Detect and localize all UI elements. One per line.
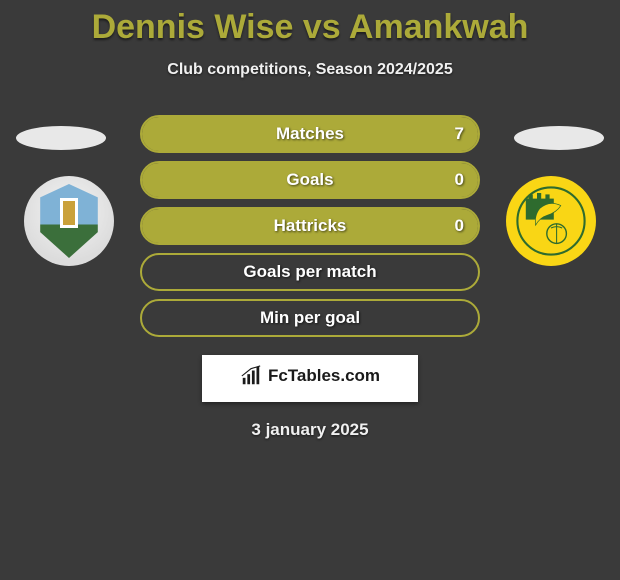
comparison-title: Dennis Wise vs Amankwah [0, 0, 620, 47]
player2-avatar-placeholder [514, 126, 604, 150]
player2-name: Amankwah [349, 8, 529, 46]
stat-label: Goals [286, 170, 333, 190]
club2-badge-svg [516, 186, 586, 256]
stat-value-right: 0 [455, 170, 464, 190]
player1-name: Dennis Wise [92, 8, 294, 46]
stat-label: Goals per match [243, 262, 376, 282]
vs-text: vs [303, 8, 341, 46]
stat-label: Matches [276, 124, 344, 144]
club1-badge [24, 176, 114, 266]
stat-row: Min per goal [140, 299, 480, 337]
stat-value-right: 7 [455, 124, 464, 144]
stat-label: Hattricks [274, 216, 347, 236]
stat-row: Matches 7 [140, 115, 480, 153]
generation-date: 3 january 2025 [0, 420, 620, 440]
stat-row: Goals 0 [140, 161, 480, 199]
brand-text: FcTables.com [268, 366, 380, 386]
brand-inner: FcTables.com [240, 365, 380, 387]
club2-badge [506, 176, 596, 266]
stat-label: Min per goal [260, 308, 360, 328]
subtitle: Club competitions, Season 2024/2025 [0, 61, 620, 79]
stat-row: Hattricks 0 [140, 207, 480, 245]
player1-avatar-placeholder [16, 126, 106, 150]
club1-badge-shield [37, 184, 101, 258]
brand-card: FcTables.com [202, 355, 418, 402]
brand-chart-icon [240, 365, 262, 387]
stat-value-right: 0 [455, 216, 464, 236]
stat-row: Goals per match [140, 253, 480, 291]
